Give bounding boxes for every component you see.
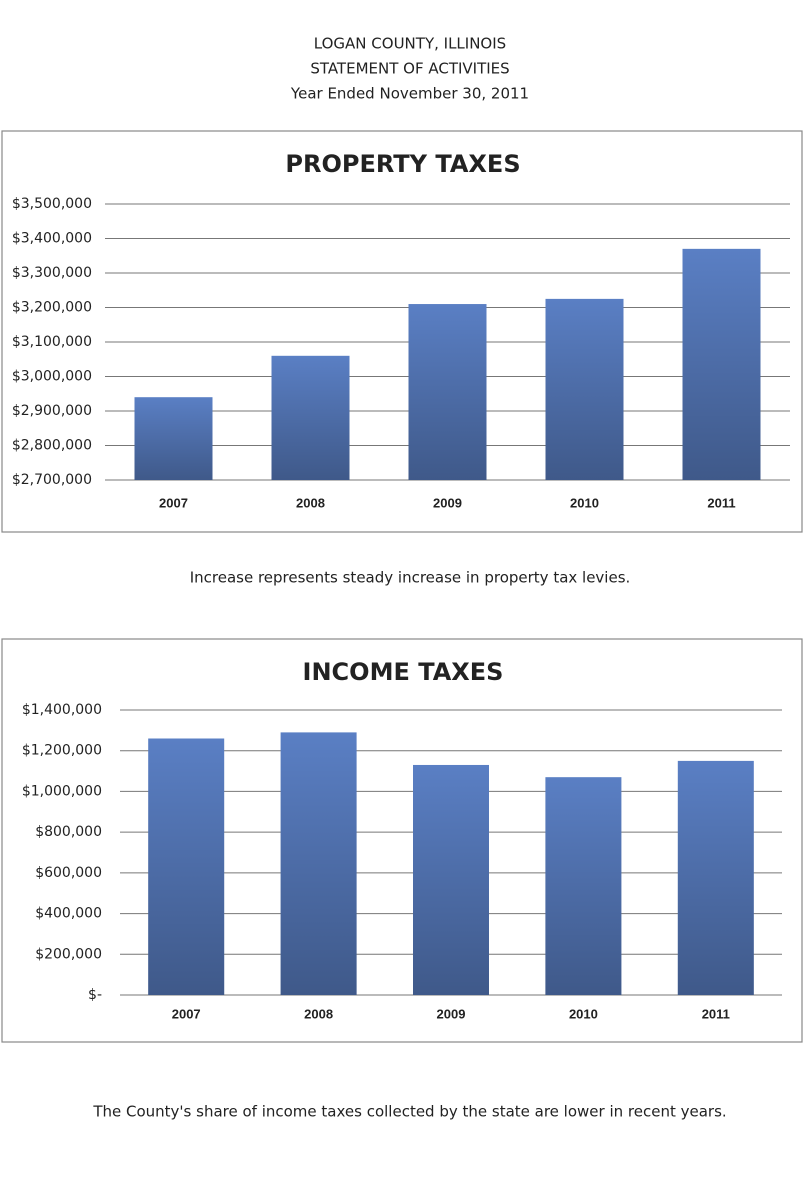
y-tick-label: $1,000,000 [22,783,102,799]
chart-frame [1,638,803,1043]
y-tick-label: $3,500,000 [12,196,92,212]
y-tick-label: $1,400,000 [22,702,102,718]
bar-shade [271,355,350,480]
x-tick-label: 2007 [172,1006,201,1021]
x-tick-label: 2011 [702,1006,730,1021]
x-tick-label: 2008 [304,1006,333,1021]
bar-shade [545,298,624,480]
bar-shade [545,777,622,995]
bar-shade [408,304,487,480]
y-tick-label: $3,000,000 [12,369,92,385]
y-tick-label: $3,200,000 [12,300,92,316]
bar-shade [682,248,761,480]
caption: The County's share of income taxes colle… [92,1103,726,1121]
bar-shade [677,760,754,995]
header-line: Year Ended November 30, 2011 [290,85,529,103]
header-line: STATEMENT OF ACTIVITIES [310,60,509,78]
x-tick-label: 2008 [296,495,325,510]
y-tick-label: $600,000 [35,865,102,881]
x-tick-label: 2011 [707,495,735,510]
bar-shade [280,732,357,995]
chart-frame [1,130,803,533]
y-tick-label: $2,900,000 [12,403,92,419]
bar-shade [413,764,489,995]
y-tick-label: $2,700,000 [12,472,92,488]
x-tick-label: 2010 [570,495,599,510]
x-tick-label: 2010 [569,1006,598,1021]
y-tick-label: $3,300,000 [12,265,92,281]
y-tick-label: $1,200,000 [22,743,102,759]
caption: Increase represents steady increase in p… [190,569,631,587]
y-tick-label: $3,100,000 [12,334,92,350]
chart-title: INCOME TAXES [303,658,504,686]
chart-title: PROPERTY TAXES [285,150,520,178]
header-line: LOGAN COUNTY, ILLINOIS [314,35,506,53]
y-tick-label: $2,800,000 [12,438,92,454]
y-tick-label: $800,000 [35,824,102,840]
y-tick-label: $- [88,987,102,1003]
bar-shade [134,397,213,480]
y-tick-label: $3,400,000 [12,231,92,247]
x-tick-label: 2009 [437,1006,466,1021]
y-tick-label: $200,000 [35,946,102,962]
x-tick-label: 2009 [433,495,462,510]
x-tick-label: 2007 [159,495,188,510]
bar-shade [148,738,225,995]
y-tick-label: $400,000 [35,906,102,922]
